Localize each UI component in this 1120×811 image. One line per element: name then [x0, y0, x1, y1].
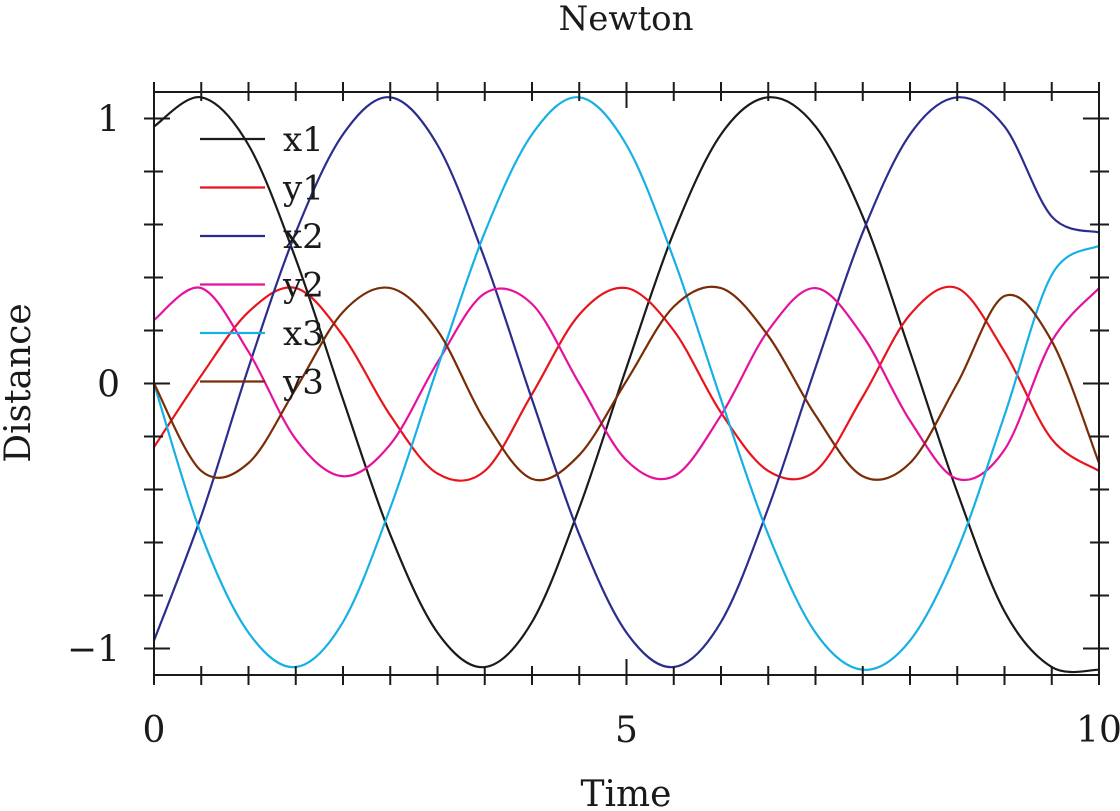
legend-item-y3: y3: [200, 363, 324, 403]
series-layer: [152, 96, 1101, 674]
legend-item-y1: y1: [200, 169, 324, 209]
series-line-y3: [152, 285, 1101, 482]
chart-title: Newton: [558, 0, 693, 39]
legend-label: y3: [282, 363, 324, 403]
y-tick-label: 0: [97, 365, 120, 406]
legend-item-x3: x3: [200, 314, 324, 354]
legend-item-y2: y2: [200, 266, 324, 306]
plot-frame: [153, 91, 1100, 676]
x-tick-label: 10: [1076, 710, 1120, 751]
series-line-y2: [152, 286, 1101, 482]
legend-item-x1: x1: [200, 120, 324, 160]
legend-label: x3: [283, 314, 324, 354]
legend-label: y2: [282, 266, 324, 306]
legend-label: y1: [282, 169, 324, 209]
legend-label: x2: [283, 217, 324, 257]
x-tick-label: 5: [615, 710, 638, 751]
y-tick-label: −1: [67, 630, 120, 671]
y-axis-label: Distance: [0, 303, 39, 462]
series-line-x1: [152, 96, 1101, 674]
legend-item-x2: x2: [200, 217, 324, 257]
legend: x1 y1 x2 y2 x3 y3: [200, 120, 324, 403]
y-tick-label: 1: [97, 100, 120, 141]
legend-label: x1: [283, 120, 324, 160]
series-line-x2: [152, 96, 1101, 669]
x-axis-label: Time: [581, 774, 672, 811]
ticks-layer: [144, 82, 1109, 685]
x-tick-label: 0: [143, 710, 166, 751]
series-line-y1: [152, 285, 1101, 482]
series-line-x3: [152, 96, 1101, 671]
